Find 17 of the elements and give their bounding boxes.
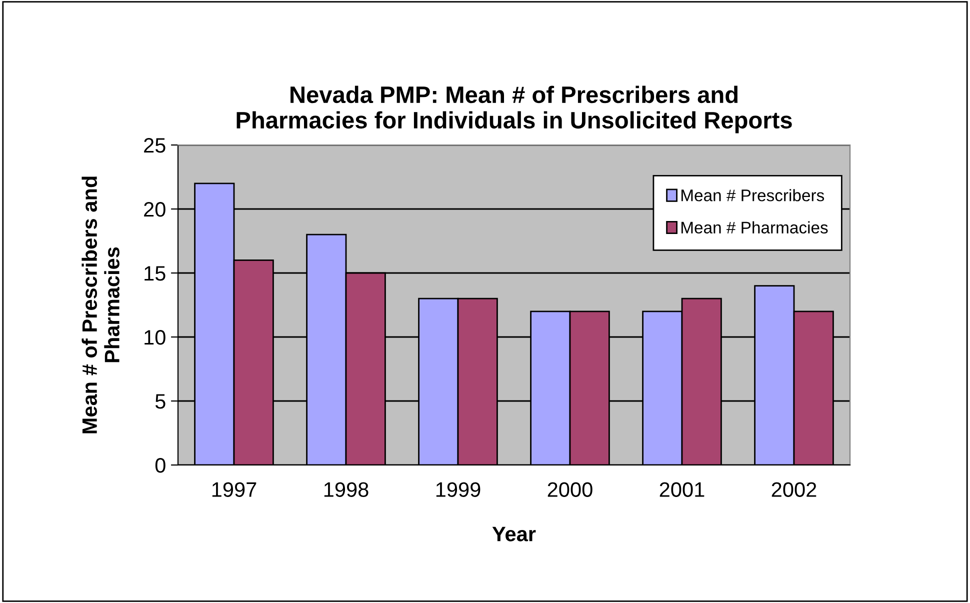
legend-label: Mean # Prescribers	[681, 189, 824, 202]
y-axis-title: Mean # of Prescribers and Pharmacies	[82, 176, 120, 434]
y-tick-label: 25	[144, 138, 166, 153]
y-tick-label: 0	[155, 458, 166, 473]
x-tick-label: 2000	[548, 482, 592, 497]
y-tick-label: 20	[144, 202, 166, 217]
chart-title: Nevada PMP: Mean # of Prescribers and Pharmacies for Individuals in Unsolicited Reports	[236, 86, 792, 134]
x-axis-title: Year	[492, 526, 536, 542]
x-tick-label: 2002	[772, 482, 816, 497]
legend-label: Mean # Pharmacies	[681, 221, 828, 234]
y-tick-label: 15	[144, 266, 166, 281]
x-tick-label: 1998	[324, 482, 368, 497]
x-tick-label: 1997	[212, 482, 256, 497]
y-tick-label: 10	[144, 330, 166, 345]
x-tick-label: 1999	[436, 482, 480, 497]
y-tick-label: 5	[155, 394, 166, 409]
x-tick-label: 2001	[660, 482, 704, 497]
